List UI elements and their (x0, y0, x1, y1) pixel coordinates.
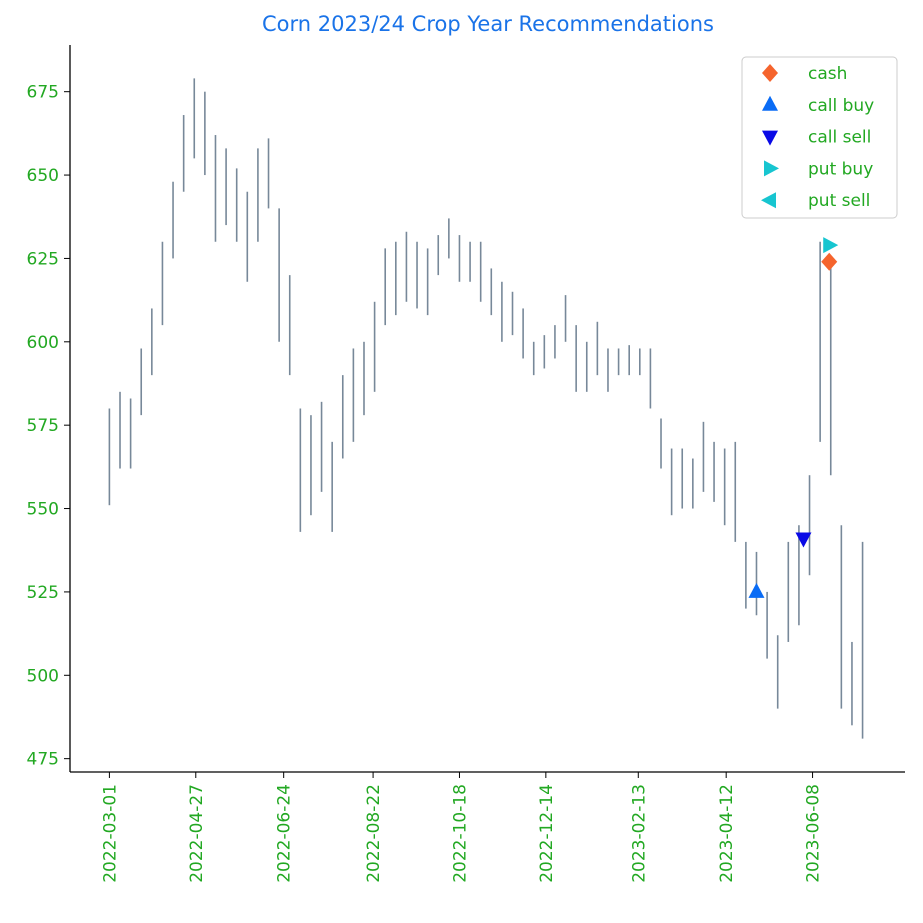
x-tick-label: 2022-12-14 (537, 784, 557, 883)
legend-marker (762, 95, 778, 111)
y-tick-label: 525 (27, 583, 59, 603)
legend-label: call sell (808, 128, 871, 148)
y-tick-label: 500 (27, 666, 59, 686)
chart-title: Corn 2023/24 Crop Year Recommendations (262, 12, 714, 36)
x-tick-label: 2022-04-27 (187, 784, 207, 883)
marker (821, 252, 838, 271)
legend-marker (764, 160, 779, 177)
y-tick-label: 650 (27, 166, 59, 186)
legend-label: put buy (808, 159, 873, 179)
x-tick-label: 2022-06-24 (275, 784, 295, 883)
y-tick-label: 600 (27, 333, 59, 353)
y-tick-label: 550 (27, 500, 59, 520)
marker (823, 237, 839, 254)
legend-label: put sell (808, 191, 870, 211)
x-tick-label: 2022-10-18 (450, 784, 470, 883)
legend-label: call buy (808, 96, 874, 116)
legend-marker (762, 64, 778, 82)
y-tick-label: 575 (27, 416, 59, 436)
legend-box (741, 56, 898, 219)
marker (748, 582, 765, 598)
legend-marker (761, 192, 776, 209)
y-tick-label: 675 (27, 83, 59, 103)
marker (795, 532, 812, 548)
x-tick-label: 2023-02-13 (629, 784, 649, 883)
legend-marker (762, 130, 778, 146)
x-tick-label: 2023-06-08 (804, 784, 824, 883)
y-tick-label: 475 (27, 750, 59, 770)
x-tick-label: 2022-03-01 (100, 784, 120, 883)
x-tick-label: 2023-04-12 (717, 784, 737, 883)
legend-label: cash (808, 64, 847, 84)
x-tick-label: 2022-08-22 (364, 784, 384, 883)
y-tick-label: 625 (27, 249, 59, 269)
